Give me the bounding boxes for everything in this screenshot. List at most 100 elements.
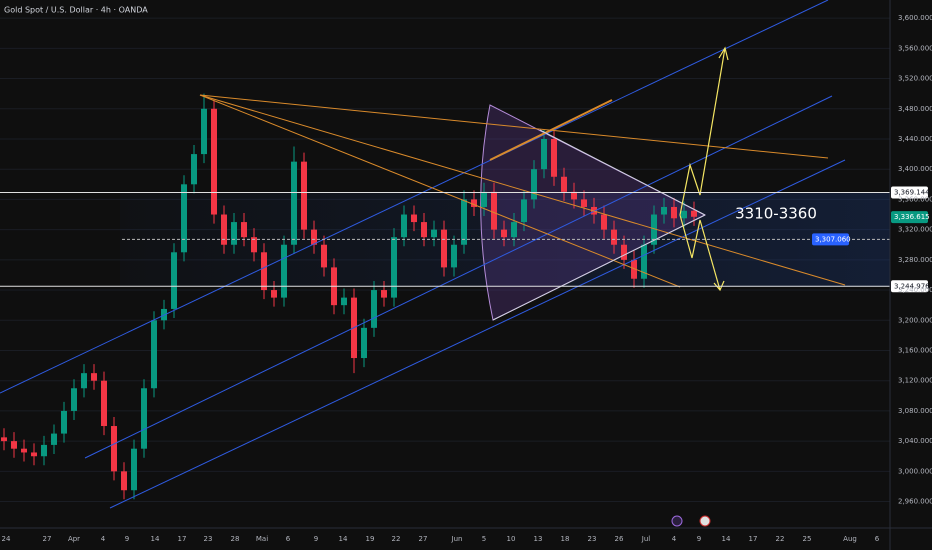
candle-body [411, 214, 417, 223]
candle-body [321, 244, 327, 268]
candle-body [361, 327, 367, 359]
triangle-line [492, 214, 706, 321]
candle-body [471, 199, 477, 207]
candle-body [691, 210, 697, 217]
y-tick-label: 3,320.000 [898, 226, 932, 234]
trend-line [199, 94, 681, 288]
trend-line [489, 99, 613, 161]
x-tick-label: 17 [749, 535, 758, 543]
event-icon[interactable] [699, 515, 711, 527]
candle-body [611, 229, 617, 245]
candle-body [541, 138, 547, 170]
y-tick-label: 3,560.000 [898, 44, 932, 52]
candle-body [501, 229, 507, 238]
candle-body [571, 191, 577, 200]
candle-body [291, 161, 297, 245]
candle-body [271, 290, 277, 298]
x-tick-label: 14 [339, 535, 348, 543]
candle-body [171, 252, 177, 309]
candle-body [221, 214, 227, 245]
x-tick-label: 9 [314, 535, 318, 543]
x-tick-label: 6 [875, 535, 880, 543]
price-label-box [891, 186, 928, 199]
x-tick-label: 4 [672, 535, 677, 543]
candle-body [481, 191, 487, 207]
candle-body [121, 471, 127, 491]
candle-body [621, 244, 627, 260]
candle-body [551, 138, 557, 177]
candle-body [261, 252, 267, 291]
x-tick-label: 14 [722, 535, 731, 543]
x-tick-label: 25 [803, 535, 812, 543]
x-tick-label: Mai [256, 535, 268, 543]
x-tick-label: 19 [366, 535, 375, 543]
candle-body [391, 237, 397, 298]
candle-body [451, 244, 457, 268]
candle-body [431, 229, 437, 238]
candle-body [21, 448, 27, 453]
candle-body [311, 229, 317, 245]
candle-body [511, 222, 517, 238]
candle-body [461, 199, 467, 245]
candle-body [401, 214, 407, 238]
candle-body [131, 448, 137, 491]
y-tick-label: 3,080.000 [898, 407, 932, 415]
candle-body [381, 290, 387, 298]
candle-body [241, 222, 247, 238]
x-tick-label: 26 [615, 535, 624, 543]
range-zone [120, 193, 890, 287]
y-tick-label: 3,160.000 [898, 346, 932, 354]
y-tick-label: 3,040.000 [898, 437, 932, 445]
y-tick-label: 3,400.000 [898, 165, 932, 173]
x-tick-label: Jul [641, 535, 651, 543]
x-tick-label: 5 [482, 535, 486, 543]
candle-body [661, 206, 667, 215]
candle-body [141, 388, 147, 449]
channel-line [84, 95, 833, 459]
x-tick-label: 9 [125, 535, 129, 543]
x-tick-label: 22 [776, 535, 785, 543]
triangle-line [539, 129, 706, 216]
candle-body [111, 426, 117, 472]
trend-line [199, 94, 829, 159]
price-label: 3,369.144 [894, 189, 930, 197]
x-tick-label: 28 [231, 535, 240, 543]
y-tick-label: 3,000.000 [898, 467, 932, 475]
x-tick-label: 27 [43, 535, 52, 543]
y-tick-label: 3,120.000 [898, 377, 932, 385]
y-tick-label: 3,240.000 [898, 286, 932, 294]
candle-body [11, 441, 17, 449]
y-tick-label: 3,360.000 [898, 195, 932, 203]
event-icon[interactable] [671, 515, 683, 527]
candle-body [641, 244, 647, 279]
price-label-box [891, 280, 928, 293]
candle-body [441, 229, 447, 268]
x-tick-label: Apr [68, 535, 80, 543]
candle-body [601, 214, 607, 230]
y-tick-label: 3,280.000 [898, 256, 932, 264]
x-tick-label: 14 [151, 535, 160, 543]
candle-body [531, 169, 537, 200]
annotation: 3310-3360 [735, 205, 817, 223]
candle-body [1, 437, 7, 442]
candle-body [651, 214, 657, 245]
candle-body [61, 410, 67, 434]
price-label: 3,336.615 [894, 213, 930, 221]
price-label-box [812, 233, 849, 246]
candle-body [521, 199, 527, 223]
x-tick-label: 4 [101, 535, 106, 543]
x-tick-label: Aug [843, 535, 857, 543]
x-tick-label: 27 [419, 535, 428, 543]
x-tick-label: 6 [286, 535, 291, 543]
candle-body [561, 176, 567, 192]
arrow-head [718, 46, 729, 61]
candle-body [491, 191, 497, 230]
candle-body [341, 297, 347, 306]
candle-body [671, 206, 677, 219]
arrow-head [713, 280, 725, 292]
candle-body [281, 244, 287, 298]
x-tick-label: 9 [697, 535, 701, 543]
y-tick-label: 3,600.000 [898, 14, 932, 22]
